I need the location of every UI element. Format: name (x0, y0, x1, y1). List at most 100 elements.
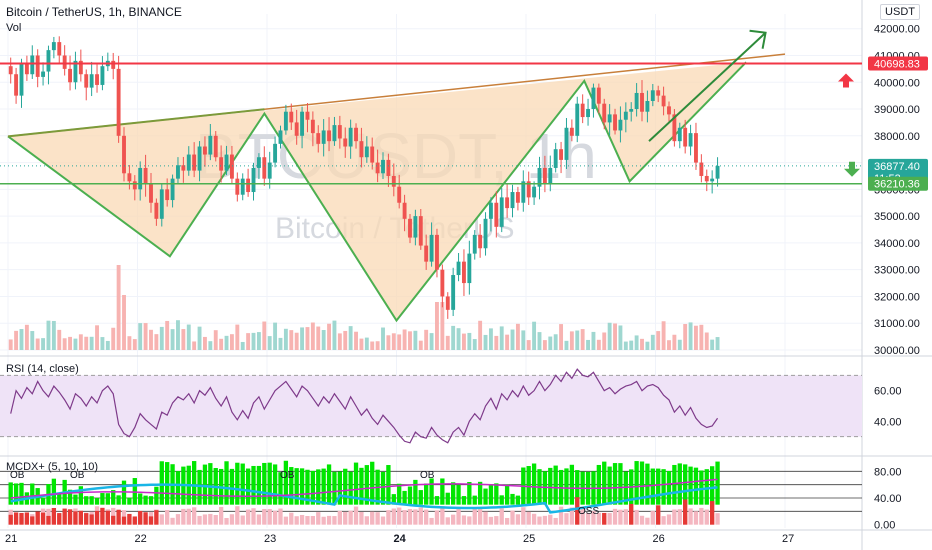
candle-body (278, 130, 283, 144)
candle-body (68, 68, 72, 83)
volume-bar (78, 334, 83, 350)
mcdx-red-bar (575, 497, 580, 525)
volume-bar (623, 341, 628, 350)
mcdx-pink-bar (343, 511, 348, 525)
candle-body (451, 275, 456, 310)
candle-body (715, 165, 720, 179)
mcdx-pink-bar (310, 515, 316, 525)
candle-body (78, 60, 83, 75)
volume-bar (569, 331, 574, 350)
projection-arrow-head (749, 29, 767, 49)
volume-bar (273, 322, 278, 350)
candle-body (57, 42, 62, 56)
volume-bar (111, 327, 116, 350)
mcdx-annotation: OB (10, 470, 25, 481)
volume-bar (73, 338, 78, 350)
candle-body (694, 133, 698, 163)
mcdx-green-bar (688, 466, 693, 505)
candle-body (310, 119, 315, 134)
time-tick-label: 22 (135, 533, 147, 545)
volume-bar (613, 323, 617, 350)
green-down-arrow (844, 161, 860, 177)
mcdx-green-bar (650, 468, 655, 505)
volume-bar (591, 331, 596, 350)
mcdx-green-bar (434, 496, 440, 505)
mcdx-pink-bar (235, 506, 240, 525)
mcdx-red-bar (40, 512, 46, 525)
mcdx-green-bar (105, 493, 110, 505)
volume-bar (575, 330, 580, 350)
mcdx-green-bar (494, 483, 499, 505)
mcdx-green-bar (402, 490, 407, 505)
mcdx-pink-bar (256, 514, 262, 525)
inverse-head-shoulders-pattern (7, 53, 786, 323)
mcdx-red-bar (127, 513, 132, 525)
candle-body (138, 167, 143, 190)
mcdx-green-bar (84, 496, 89, 505)
volume-bar (186, 324, 191, 350)
volume-bar (267, 336, 272, 350)
volume-bar (429, 333, 434, 350)
volume-bar (343, 330, 348, 350)
mcdx-pink-bar (267, 509, 272, 525)
volume-bar (596, 339, 601, 350)
volume-bar (435, 302, 439, 350)
mcdx-red-bar (116, 509, 121, 525)
candle-body (181, 165, 186, 171)
axes: 42000.0041000.0040000.0039000.0038000.00… (5, 24, 920, 545)
volume-bar (213, 330, 218, 350)
currency-unit-button[interactable]: USDT (880, 4, 920, 20)
mcdx-green-bar (488, 484, 494, 505)
price-levels (0, 62, 862, 185)
volume-bar (440, 302, 445, 350)
candle-body (472, 234, 477, 254)
mcdx-green-bar (256, 465, 262, 505)
volume-bar (586, 339, 590, 350)
mcdx-green-bar (370, 461, 375, 505)
volume-bar (375, 341, 380, 350)
volume-bar (580, 329, 585, 350)
time-tick-label: 26 (653, 533, 665, 545)
mcdx-red-bar (602, 512, 607, 525)
volume-bar (640, 338, 644, 350)
mcdx-green-bar (13, 483, 19, 505)
volume-bar (41, 338, 46, 350)
mcdx-pink-bar (504, 517, 510, 525)
mcdx-pink-bar (596, 512, 602, 525)
mcdx-green-bar (418, 490, 423, 505)
candle-body (397, 186, 402, 203)
candle-body (240, 178, 245, 195)
volume-bar (559, 324, 564, 350)
arrows (648, 29, 860, 177)
mcdx-pink-bar (677, 509, 682, 525)
volume-bar (246, 333, 251, 350)
mcdx-green-bar (208, 463, 213, 505)
mcdx-pink-bar (332, 516, 337, 525)
projection-arrow (648, 31, 767, 142)
candle-body (505, 197, 510, 209)
mcdx-green-bar (429, 478, 434, 505)
volume-bar (548, 336, 553, 350)
mcdx-pane: OB OB OB OB OSS (0, 460, 862, 525)
volume-bar (154, 334, 159, 350)
neckline-left (7, 108, 265, 138)
mcdx-green-bar (569, 464, 575, 505)
volume-bar (397, 334, 402, 350)
price-tag-label: 36210.36 (874, 179, 920, 191)
candle-body (483, 218, 488, 249)
mcdx-pink-bar (418, 507, 423, 525)
mcdx-green-bar (19, 482, 24, 505)
volume-bar (176, 320, 180, 350)
mcdx-green-bar (294, 468, 299, 505)
volume-bar (219, 338, 224, 350)
volume-bar (46, 320, 51, 350)
mcdx-pink-bar (294, 516, 299, 525)
mcdx-pink-bar (283, 516, 289, 525)
candle-body (435, 234, 439, 270)
mcdx-pink-bar (693, 511, 699, 525)
mcdx-red-bar (89, 514, 94, 525)
mcdx-pink-bar (262, 508, 267, 525)
mcdx-green-bar (73, 494, 78, 505)
candle-body (51, 42, 56, 51)
mcdx-pink-bar (488, 516, 494, 525)
